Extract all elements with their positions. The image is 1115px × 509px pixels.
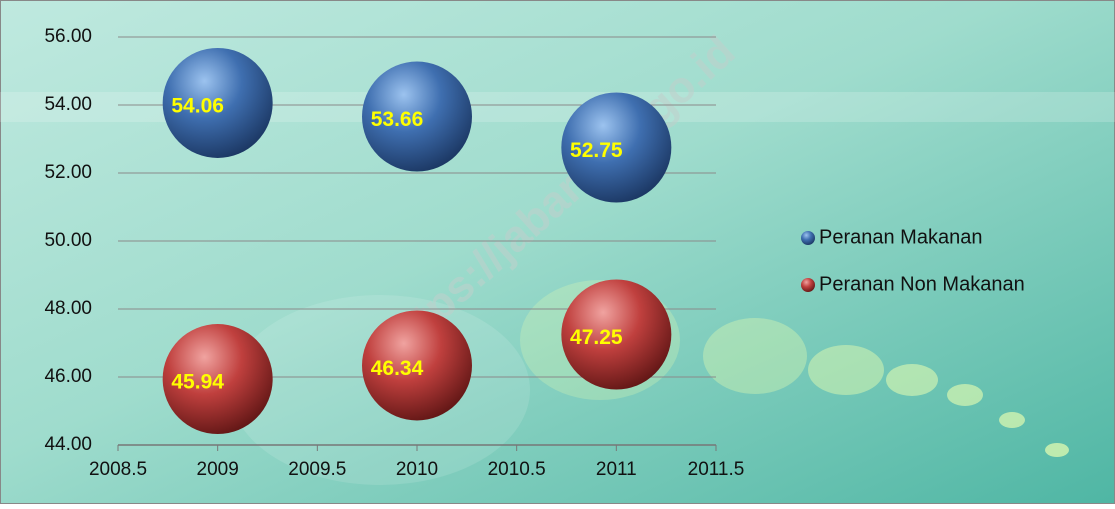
bubble <box>362 61 472 172</box>
x-tick-label: 2010 <box>396 459 438 480</box>
x-tick-label: 2010.5 <box>488 459 546 480</box>
y-tick-label: 54.00 <box>44 94 92 115</box>
y-tick-label: 50.00 <box>44 230 92 251</box>
bubble <box>561 279 672 390</box>
x-tick-label: 2011.5 <box>688 459 745 480</box>
legend-label: Peranan Makanan <box>819 226 982 248</box>
bubble <box>162 47 273 158</box>
decor-glow <box>999 412 1025 428</box>
decor-glow <box>808 345 884 395</box>
y-tick-label: 44.00 <box>44 434 92 455</box>
bubble <box>162 324 273 435</box>
decor-glow <box>703 318 807 394</box>
data-label: 54.06 <box>171 95 224 118</box>
legend-marker <box>801 278 815 292</box>
y-tick-label: 56.00 <box>44 26 92 47</box>
x-tick-label: 2008.5 <box>89 459 147 480</box>
data-label: 46.34 <box>371 357 424 380</box>
legend-marker <box>801 231 815 245</box>
data-label: 53.66 <box>371 108 424 131</box>
x-tick-label: 2011 <box>596 459 637 480</box>
data-label: 45.94 <box>171 371 224 394</box>
y-tick-label: 46.00 <box>44 366 92 387</box>
x-tick-label: 2009.5 <box>288 459 346 480</box>
data-label: 52.75 <box>570 139 623 162</box>
decor-glow <box>886 364 938 396</box>
x-tick-label: 2009 <box>197 459 239 480</box>
decor-glow <box>947 384 983 406</box>
bubble <box>362 310 472 421</box>
y-tick-label: 48.00 <box>44 298 92 319</box>
y-tick-label: 52.00 <box>44 162 92 183</box>
decor-glow <box>1045 443 1069 457</box>
legend-label: Peranan Non Makanan <box>819 273 1025 295</box>
data-label: 47.25 <box>570 326 623 349</box>
bubble <box>561 92 672 203</box>
